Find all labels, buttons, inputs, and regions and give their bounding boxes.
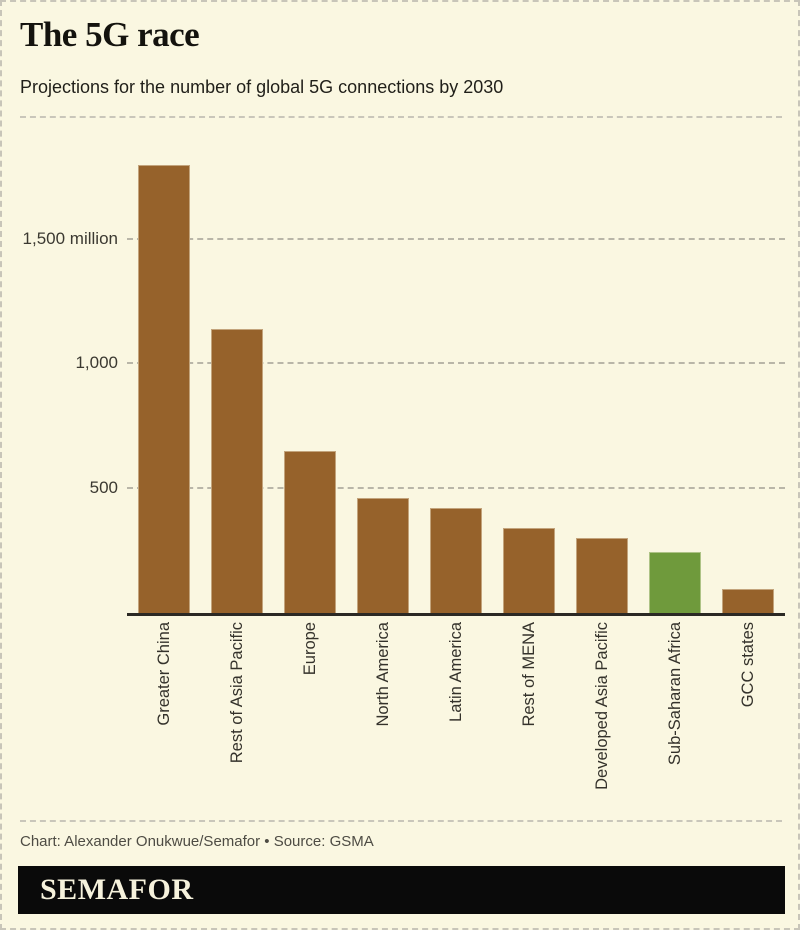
- x-label-cell-latin-america: Latin America: [419, 622, 492, 817]
- bar-sub-saharan-africa: [649, 552, 702, 613]
- brand-bar: SEMAFOR: [18, 866, 785, 914]
- x-tick-label-rest-of-mena: Rest of MENA: [520, 622, 539, 727]
- x-tick-label-sub-saharan-africa: Sub-Saharan Africa: [666, 622, 685, 766]
- bar-gcc-states: [722, 589, 775, 613]
- x-label-cell-sub-saharan-africa: Sub-Saharan Africa: [639, 622, 712, 817]
- x-label-cell-rest-of-asia-pacific: Rest of Asia Pacific: [200, 622, 273, 817]
- x-tick-label-developed-asia-pacific: Developed Asia Pacific: [593, 622, 612, 790]
- x-label-cell-europe: Europe: [273, 622, 346, 817]
- gridline-1000: [127, 362, 785, 364]
- bars-area: [127, 140, 785, 613]
- x-tick-label-europe: Europe: [300, 622, 319, 676]
- x-tick-label-gcc-states: GCC states: [739, 622, 758, 708]
- bar-column-north-america: [346, 140, 419, 613]
- x-label-cell-rest-of-mena: Rest of MENA: [493, 622, 566, 817]
- x-tick-label-greater-china: Greater China: [154, 622, 173, 726]
- bar-column-rest-of-mena: [493, 140, 566, 613]
- x-label-cell-gcc-states: GCC states: [712, 622, 785, 817]
- bar-rest-of-asia-pacific: [210, 329, 263, 613]
- page-title: The 5G race: [20, 15, 200, 54]
- bar-column-rest-of-asia-pacific: [200, 140, 273, 613]
- x-label-cell-developed-asia-pacific: Developed Asia Pacific: [566, 622, 639, 817]
- y-axis-labels: 1,500 million 1,000 500: [20, 140, 118, 613]
- x-axis-line: [127, 613, 785, 616]
- y-tick-label-500: 500: [89, 478, 118, 497]
- bar-column-developed-asia-pacific: [566, 140, 639, 613]
- chart-subtitle: Projections for the number of global 5G …: [20, 77, 504, 97]
- semafor-logo: SEMAFOR: [40, 873, 194, 906]
- bar-europe: [283, 451, 336, 613]
- bar-greater-china: [137, 165, 190, 613]
- x-label-cell-north-america: North America: [346, 622, 419, 817]
- y-tick-label-1500: 1,500 million: [22, 229, 118, 248]
- bar-latin-america: [429, 508, 482, 613]
- x-axis-labels: Greater China Rest of Asia Pacific Europe N…: [127, 622, 785, 817]
- x-tick-label-latin-america: Latin America: [446, 622, 465, 722]
- x-label-cell-greater-china: Greater China: [127, 622, 200, 817]
- header-divider: [20, 116, 782, 118]
- bar-rest-of-mena: [503, 528, 556, 613]
- bar-column-gcc-states: [712, 140, 785, 613]
- bar-developed-asia-pacific: [576, 538, 629, 613]
- x-tick-label-north-america: North America: [373, 622, 392, 727]
- footer-divider: [20, 820, 782, 822]
- bar-column-sub-saharan-africa: [639, 140, 712, 613]
- gridline-500: [127, 487, 785, 489]
- x-tick-label-rest-of-asia-pacific: Rest of Asia Pacific: [227, 622, 246, 764]
- bar-column-greater-china: [127, 140, 200, 613]
- bar-column-latin-america: [419, 140, 492, 613]
- credit-line: Chart: Alexander Onukwue/Semafor • Sourc…: [20, 833, 374, 850]
- bar-north-america: [356, 498, 409, 613]
- gridlines: [127, 140, 785, 613]
- bar-column-europe: [273, 140, 346, 613]
- gridline-1500: [127, 238, 785, 240]
- y-tick-label-1000: 1,000: [75, 353, 118, 372]
- bar-chart: 1,500 million 1,000 500 Greater China Rest …: [2, 2, 798, 822]
